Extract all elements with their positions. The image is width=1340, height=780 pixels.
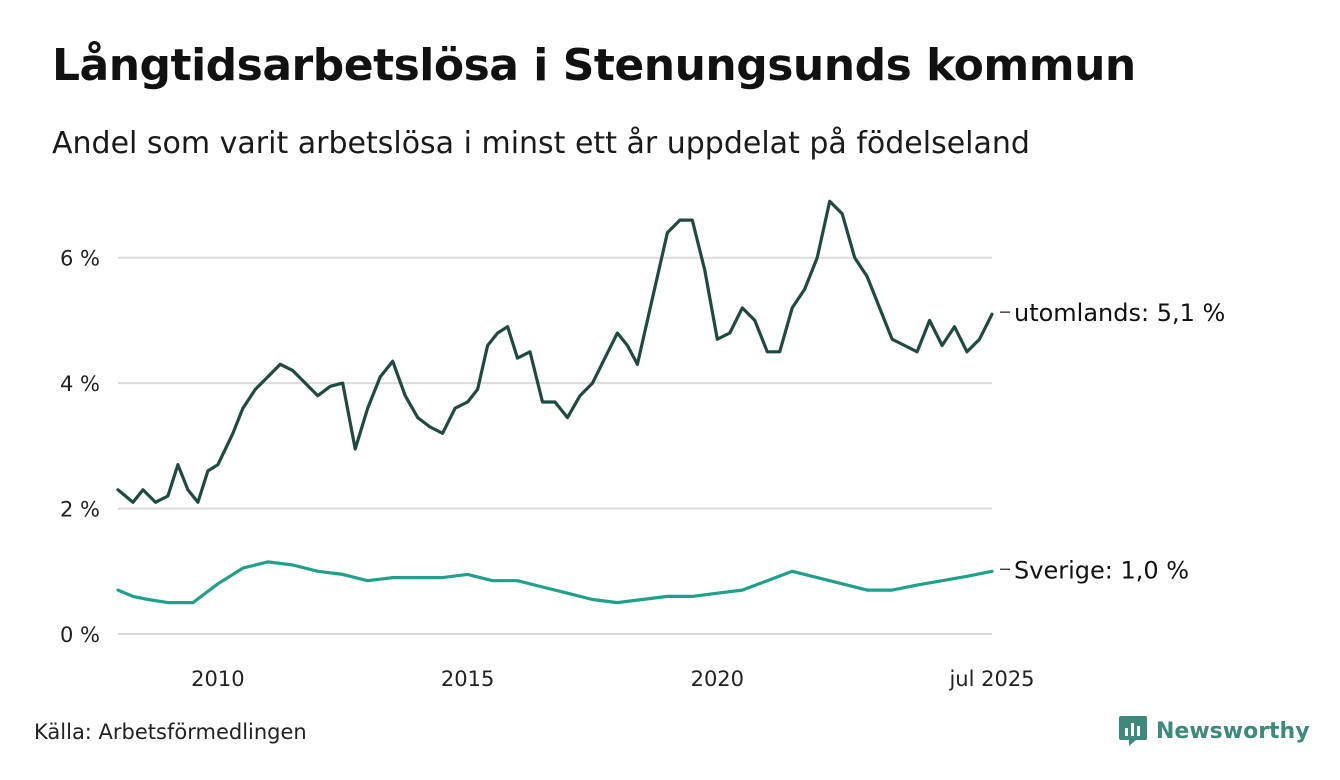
- source-note: Källa: Arbetsförmedlingen: [34, 720, 307, 744]
- x-axis-ticks: 2010 2015 2020 jul 2025: [191, 667, 1034, 691]
- end-labels: utomlands: 5,1 % Sverige: 1,0 %: [1000, 299, 1225, 584]
- series-line-sverige: [116, 560, 994, 605]
- series-lines: [116, 199, 994, 605]
- y-tick-label: 2 %: [60, 498, 100, 522]
- brand-logo[interactable]: Newsworthy: [1118, 714, 1310, 748]
- x-tick-label: 2020: [691, 667, 744, 691]
- newsworthy-logo-icon: [1119, 716, 1147, 746]
- x-tick-label: jul 2025: [948, 667, 1034, 691]
- x-tick-label: 2015: [441, 667, 494, 691]
- grid-lines: [118, 256, 992, 635]
- chart-title: Långtidsarbetslösa i Stenungsunds kommun: [52, 40, 1136, 91]
- x-tick-label: 2010: [191, 667, 244, 691]
- brand-name: Newsworthy: [1156, 718, 1310, 744]
- line-chart: 0 % 2 % 4 % 6 % 2010 2015 2020 jul 2025 utomla…: [60, 199, 1225, 691]
- y-axis-ticks: 0 % 2 % 4 % 6 %: [60, 247, 100, 647]
- y-tick-label: 6 %: [60, 247, 100, 271]
- end-label-utomlands: utomlands: 5,1 %: [1014, 299, 1225, 327]
- chart-subtitle: Andel som varit arbetslösa i minst ett å…: [52, 126, 1030, 161]
- y-tick-label: 0 %: [60, 623, 100, 647]
- series-line-utomlands: [116, 199, 994, 504]
- y-tick-label: 4 %: [60, 372, 100, 396]
- end-label-sverige: Sverige: 1,0 %: [1014, 556, 1189, 584]
